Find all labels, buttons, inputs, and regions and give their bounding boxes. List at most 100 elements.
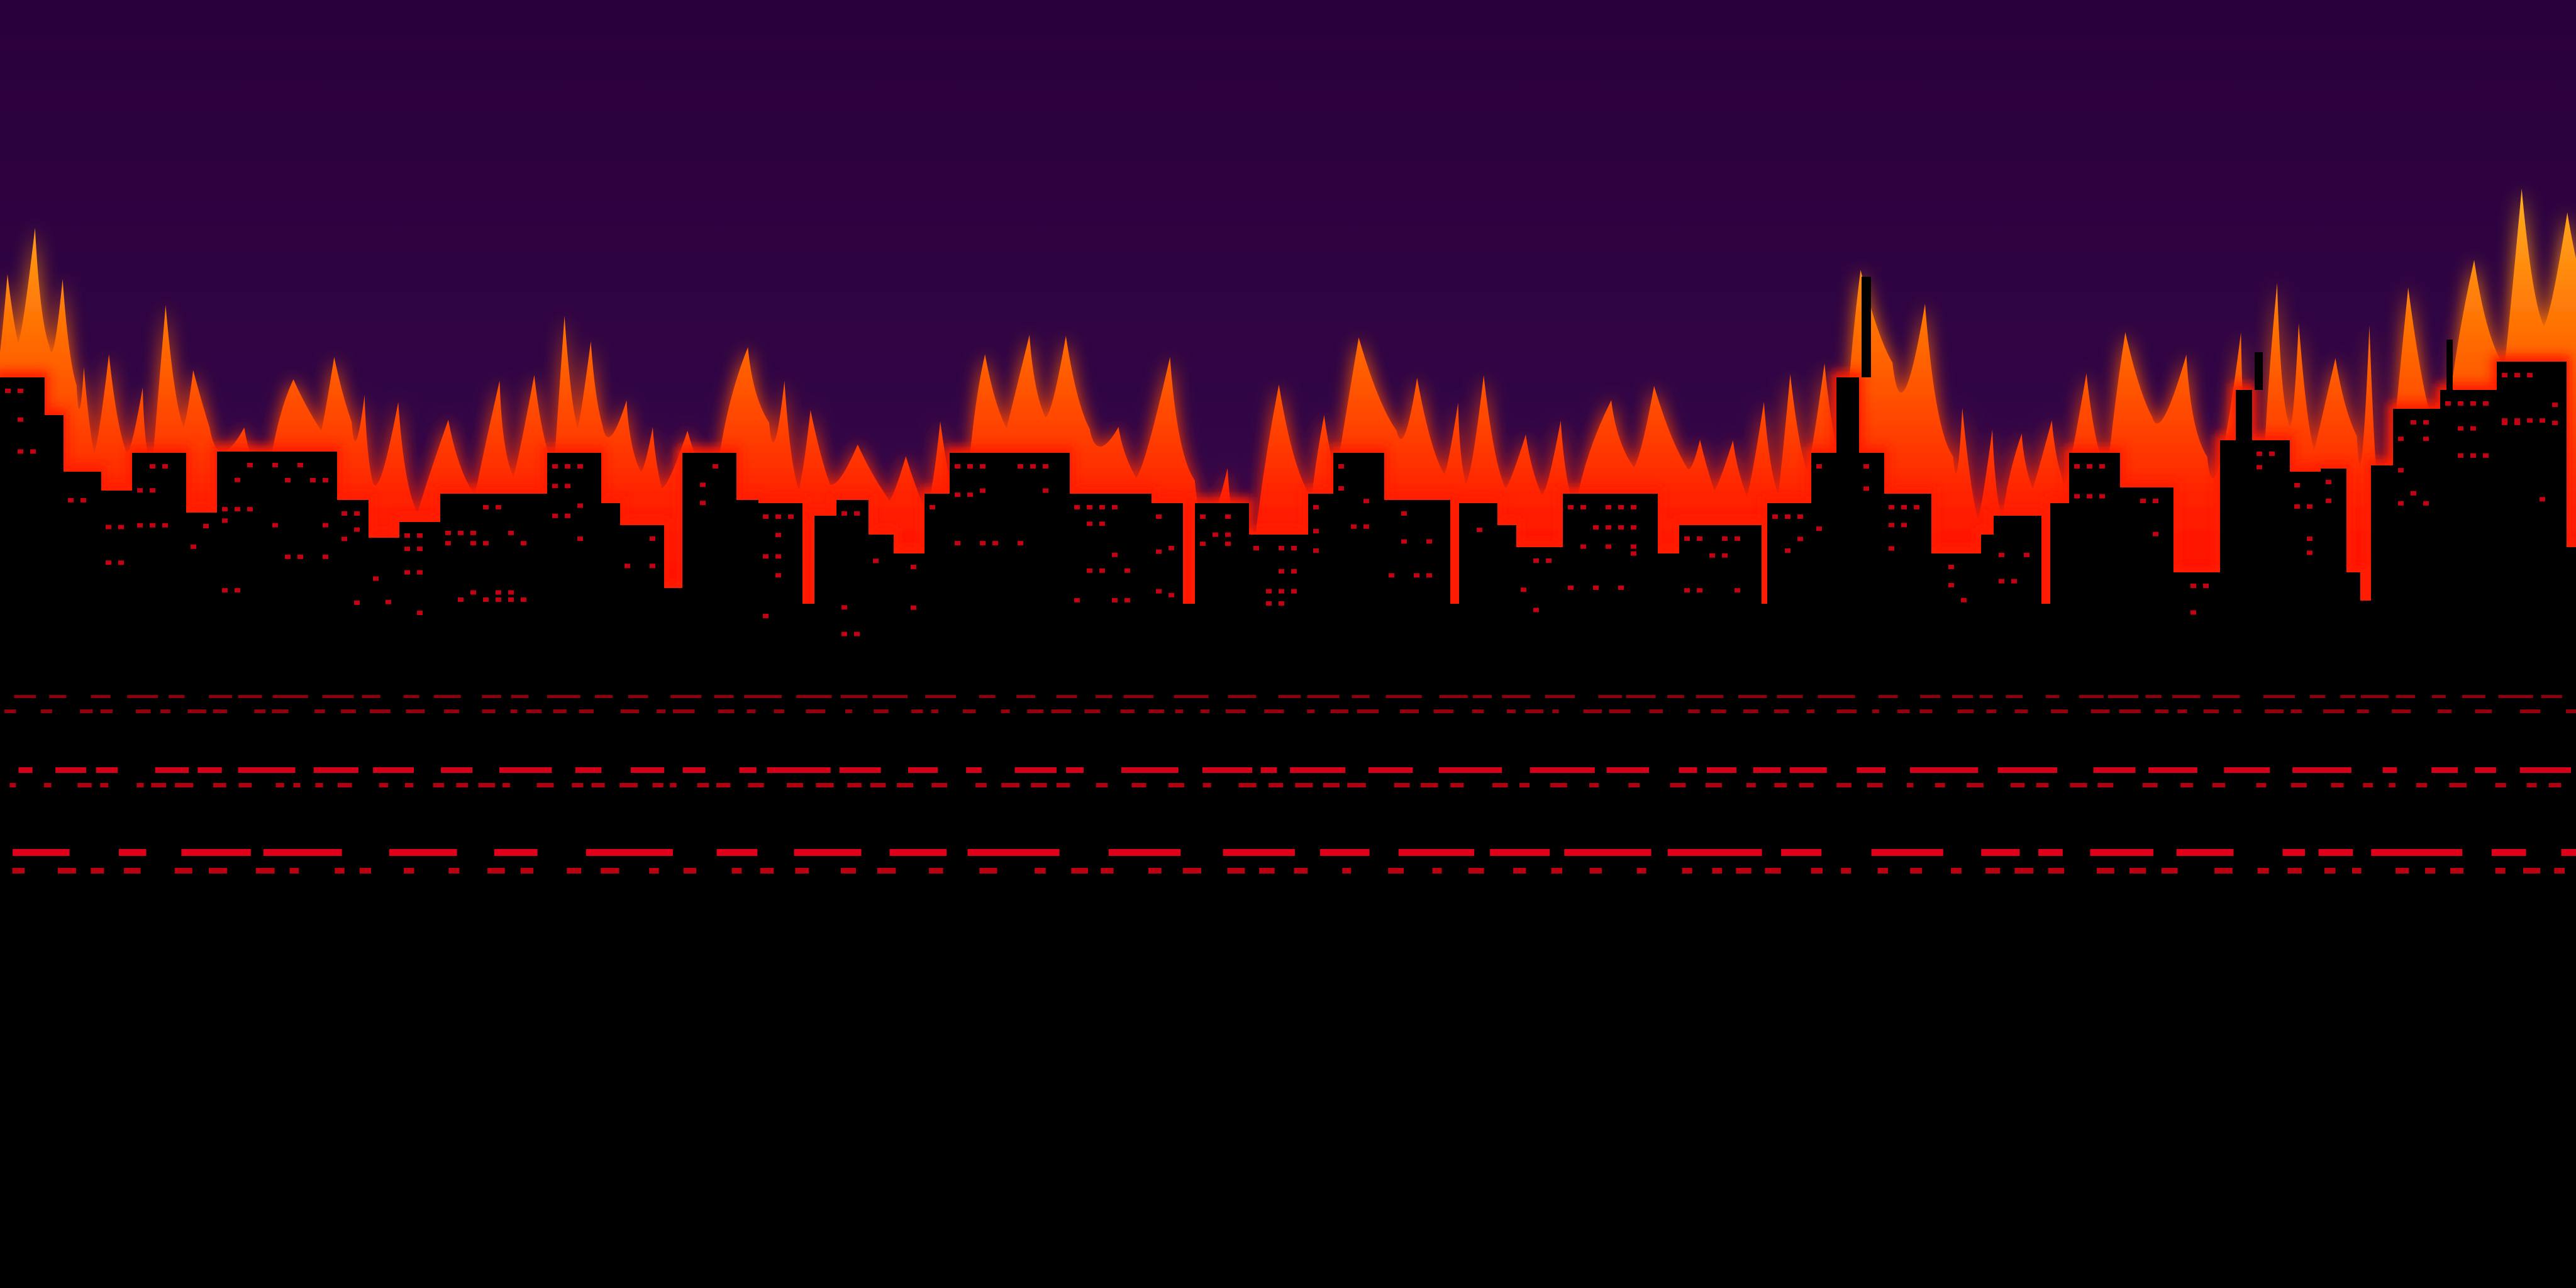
window-light [1999, 579, 2004, 584]
window-light [2540, 497, 2545, 502]
ground-light-dash [840, 695, 868, 698]
ground-light-dash [314, 709, 325, 713]
window-light [445, 530, 451, 535]
ground-light-dash [2051, 709, 2068, 713]
window-light [1816, 464, 1822, 469]
ground-light-dash [1667, 695, 1684, 698]
window-light [980, 488, 985, 493]
ground-light-dash [2263, 695, 2296, 698]
window-light [2502, 421, 2507, 426]
window-light [1087, 505, 1092, 509]
window-light [285, 477, 291, 482]
window-light [1533, 558, 1539, 563]
window-light [1279, 601, 1284, 606]
window-light [2074, 464, 2080, 469]
ground-light-dash [1551, 868, 1563, 874]
window-light [386, 599, 391, 604]
city-silhouette [0, 277, 2576, 1288]
ground-light-dash [697, 783, 709, 787]
window-light [1961, 597, 1967, 602]
ground-light-dash [2162, 868, 2178, 874]
ground-light-dash [744, 695, 782, 698]
window-light [1351, 524, 1357, 529]
ground-light-dash [1294, 868, 1308, 874]
window-light [521, 541, 526, 546]
window-light [911, 605, 916, 610]
ground-light-dash [91, 868, 104, 874]
window-light [137, 523, 143, 528]
window-light [841, 631, 847, 636]
window-light [1533, 608, 1539, 613]
window-light [854, 631, 860, 636]
ground-light-dash [536, 783, 554, 787]
ground-light-dash [2014, 709, 2028, 713]
window-light [2190, 610, 2196, 615]
ground-light-dash [870, 783, 886, 787]
ground-light-dash [510, 709, 518, 713]
window-light [2326, 498, 2331, 503]
ground-light-dash [520, 868, 534, 874]
window-light [2411, 420, 2416, 425]
ground-light-dash [1910, 767, 1979, 773]
window-light [150, 464, 155, 469]
window-light [2153, 499, 2158, 503]
ground-light-dash [209, 695, 233, 698]
ground-light-dash [1056, 783, 1070, 787]
ground-light-dash [379, 783, 389, 787]
ground-light-dash [1552, 709, 1559, 713]
ground-light-dash [1981, 849, 2020, 856]
window-light [1225, 541, 1231, 547]
ground-light-dash [526, 709, 542, 713]
ground-light-dash [649, 868, 659, 874]
window-light [521, 597, 526, 602]
window-light [2423, 420, 2429, 425]
ground-light-dash [1707, 767, 1737, 773]
ground-light-dash [2048, 868, 2065, 874]
window-light [1266, 589, 1272, 594]
ground-light-dash [1636, 868, 1646, 874]
window-light [150, 488, 155, 493]
window-light [417, 533, 423, 538]
ground-light-dash [1101, 868, 1114, 874]
window-light [911, 565, 916, 569]
ground-light-dash [874, 709, 889, 713]
ground-light-dash [2352, 868, 2362, 874]
window-light [2514, 421, 2520, 426]
ground-light-dash [1550, 783, 1567, 787]
ground-light-dash [1628, 783, 1640, 787]
window-light [483, 541, 489, 546]
ground-light-dash [601, 868, 619, 874]
ground-light-dash [1398, 849, 1475, 856]
ground-light-dash [2177, 709, 2187, 713]
window-light [417, 570, 423, 575]
window-light [775, 573, 781, 578]
window-light [1401, 511, 1407, 516]
ground-light-dash [2431, 767, 2458, 773]
ground-light-dash [1490, 849, 1550, 856]
window-light [1313, 529, 1319, 534]
window-light [106, 525, 111, 530]
window-light [417, 611, 423, 616]
window-light [137, 488, 143, 493]
ground-light-dash [1799, 783, 1814, 787]
ground-light-dash [1997, 767, 2058, 773]
ground-light-dash [979, 695, 996, 698]
ground-light-dash [43, 783, 52, 787]
ground-light-dash [2038, 849, 2063, 856]
ground-light-dash [2371, 849, 2463, 856]
ground-light-dash [2036, 783, 2049, 787]
window-light [1414, 573, 1419, 578]
ground-light-dash [845, 709, 852, 713]
window-light [1618, 586, 1624, 591]
ground-light-dash [2389, 783, 2396, 787]
ground-light-dash [1290, 767, 1346, 773]
ground-light-dash [872, 695, 908, 698]
ground-light-dash [1472, 695, 1492, 698]
window-light [496, 597, 501, 602]
window-light [565, 464, 570, 469]
window-light [272, 523, 278, 528]
window-light [2527, 373, 2533, 377]
window-light [565, 484, 570, 489]
ground-light-dash [1182, 868, 1201, 874]
window-light [1291, 569, 1297, 574]
